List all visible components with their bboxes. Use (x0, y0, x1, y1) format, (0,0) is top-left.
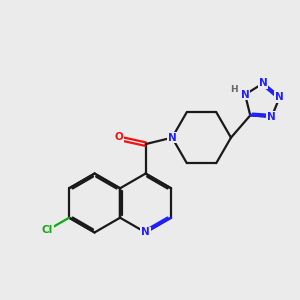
Text: N: N (168, 133, 176, 142)
Text: N: N (259, 78, 268, 88)
Text: N: N (141, 227, 150, 237)
Text: N: N (275, 92, 284, 102)
Text: Cl: Cl (42, 225, 53, 235)
Text: N: N (241, 90, 249, 100)
Text: H: H (230, 85, 237, 94)
Text: O: O (115, 132, 124, 142)
Text: N: N (267, 112, 276, 122)
